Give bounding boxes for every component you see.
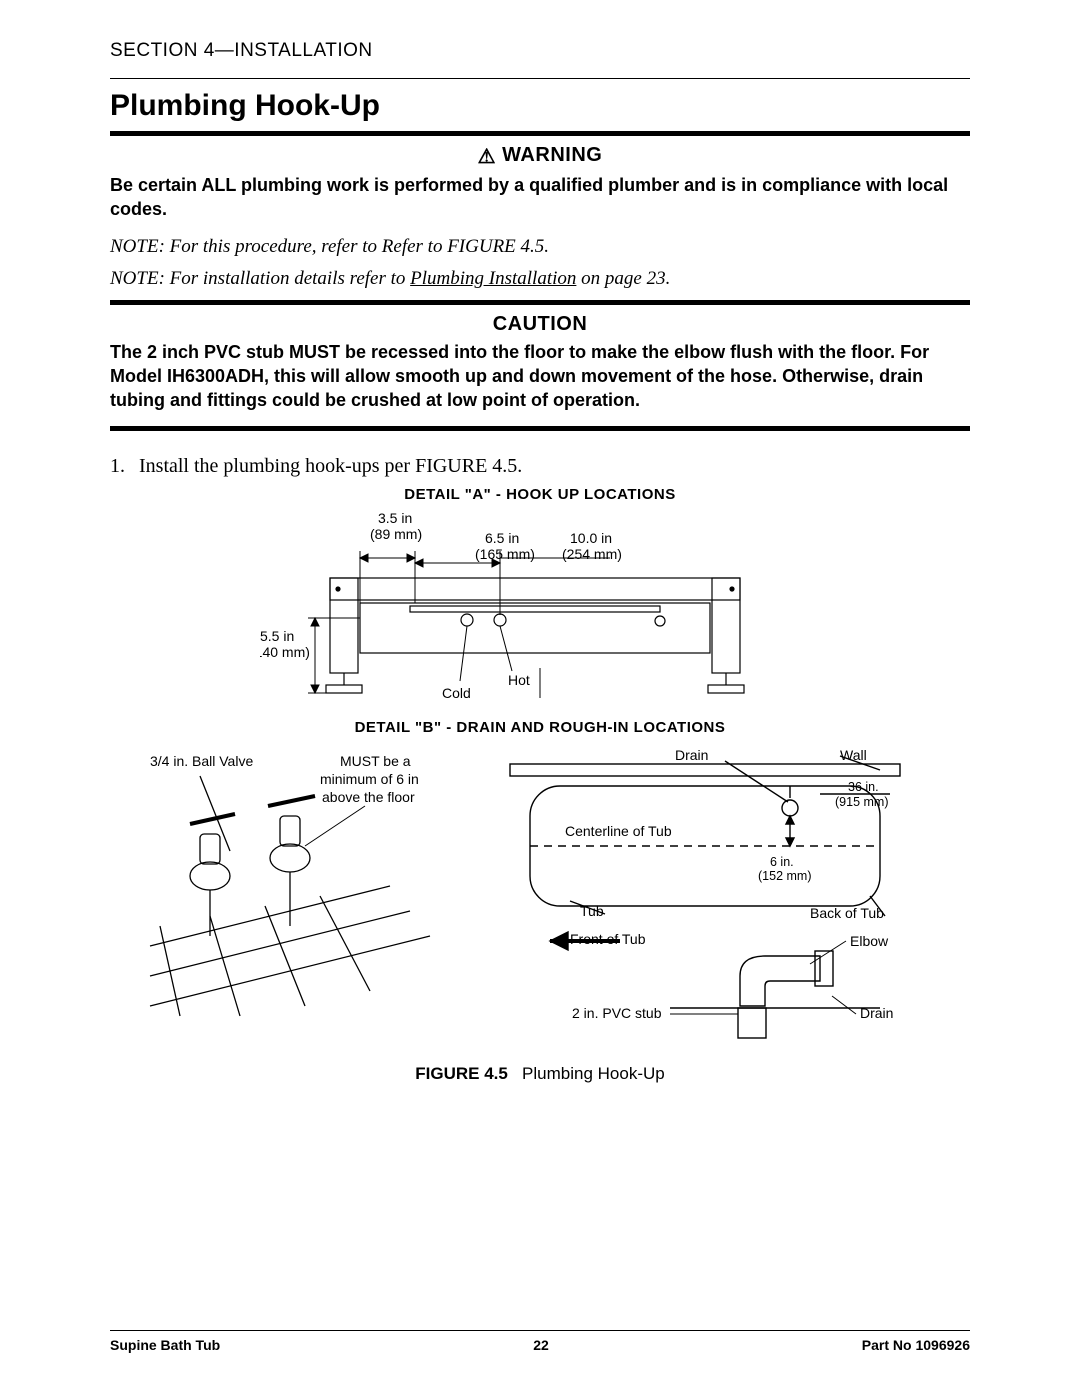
caution-body: The 2 inch PVC stub MUST be recessed int… [110,340,970,413]
dim-6-5-mm: (165 mm) [475,546,535,562]
dim-5-5-mm: (140 mm) [260,644,310,660]
label-drain-2: Drain [860,1005,893,1021]
footer-page-number: 22 [533,1337,549,1353]
page-title: Plumbing Hook-Up [110,89,970,123]
dim-6-5-in: 6.5 in [485,530,519,546]
note-2-link: Plumbing Installation [410,268,576,289]
step-text: Install the plumbing hook-ups per FIGURE… [139,455,522,477]
footer-right: Part No 1096926 [862,1337,970,1353]
label-back: Back of Tub [810,905,884,921]
label-tub: Tub [580,903,604,919]
label-36mm: (915 mm) [835,795,888,809]
figure-caption-text: Plumbing Hook-Up [522,1064,665,1083]
dim-10-in: 10.0 in [570,530,612,546]
dim-3-5-in: 3.5 in [378,510,412,526]
note-1: NOTE: For this procedure, refer to Refer… [110,236,970,258]
label-must-2: minimum of 6 in [320,771,419,787]
page-footer: Supine Bath Tub 22 Part No 1096926 [110,1330,970,1353]
divider-thick [110,300,970,305]
label-hot: Hot [508,672,530,688]
figure-caption: FIGURE 4.5 Plumbing Hook-Up [110,1064,970,1084]
note-2-post: on page 23. [576,268,670,289]
label-6mm: (152 mm) [758,869,811,883]
divider [110,78,970,79]
label-pvc: 2 in. PVC stub [572,1005,662,1021]
label-drain: Drain [675,747,708,763]
footer-left: Supine Bath Tub [110,1337,220,1353]
label-must-1: MUST be a [340,753,411,769]
warning-icon: ⚠ [478,144,496,169]
manual-page: SECTION 4—INSTALLATION Plumbing Hook-Up … [0,0,1080,1397]
detail-a-title: DETAIL "A" - HOOK UP LOCATIONS [110,486,970,503]
figure-caption-num: FIGURE 4.5 [415,1064,508,1083]
figure-4-5: DETAIL "A" - HOOK UP LOCATIONS [110,486,970,1084]
label-ball-valve: 3/4 in. Ball Valve [150,753,253,769]
label-wall: Wall [840,747,867,763]
label-front: Front of Tub [570,931,646,947]
step-1: 1. Install the plumbing hook-ups per FIG… [110,455,970,478]
note-2: NOTE: For installation details refer to … [110,268,970,290]
dim-10-mm: (254 mm) [562,546,622,562]
detail-b-title: DETAIL "B" - DRAIN AND ROUGH-IN LOCATION… [110,719,970,736]
detail-b-diagram: 3/4 in. Ball Valve MUST be a minimum of … [140,736,940,1056]
label-must-3: above the floor [322,789,415,805]
warning-heading: ⚠ WARNING [110,144,970,169]
dim-3-5-mm: (89 mm) [370,526,422,542]
warning-label: WARNING [502,144,602,166]
section-header: SECTION 4—INSTALLATION [110,40,970,62]
label-elbow: Elbow [850,933,889,949]
label-cold: Cold [442,685,471,701]
label-36in: 36 in. [848,780,879,794]
dim-5-5-in: 5.5 in [260,628,294,644]
note-2-pre: NOTE: For installation details refer to [110,268,410,289]
label-6in: 6 in. [770,855,794,869]
caution-heading: CAUTION [110,313,970,336]
divider-thick [110,131,970,136]
step-number: 1. [110,455,134,478]
footer-divider [110,1330,970,1331]
warning-body: Be certain ALL plumbing work is performe… [110,173,970,222]
divider-thick [110,426,970,431]
detail-a-diagram: 3.5 in (89 mm) 6.5 in (165 mm) 10.0 in (… [260,503,820,713]
label-centerline: Centerline of Tub [565,823,672,839]
